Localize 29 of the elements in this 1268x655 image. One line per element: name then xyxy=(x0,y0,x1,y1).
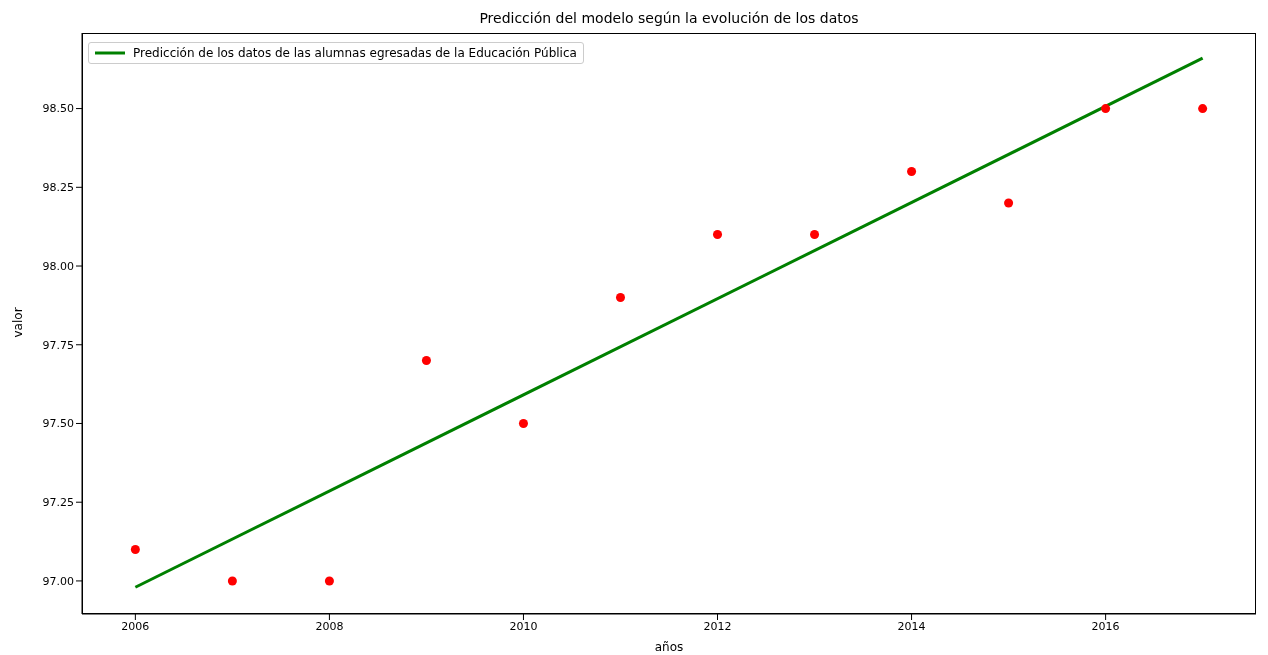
legend-label: Predicción de los datos de las alumnas egresadas de la Educación Pública xyxy=(133,46,577,60)
point xyxy=(1198,104,1208,114)
point xyxy=(810,230,820,240)
x-tick-label: 2006 xyxy=(121,619,150,633)
y-tick-label: 97.75 xyxy=(42,338,74,352)
x-tick-label: 2014 xyxy=(897,619,926,633)
point xyxy=(130,544,140,554)
point xyxy=(907,167,917,177)
point xyxy=(421,356,431,366)
point xyxy=(227,576,237,586)
y-axis-title: valor xyxy=(11,307,26,338)
y-tick-label: 98.50 xyxy=(42,102,74,116)
point xyxy=(324,576,334,586)
x-tick-label: 2016 xyxy=(1091,619,1120,633)
point xyxy=(1004,198,1014,208)
point xyxy=(1101,104,1111,114)
y-tick-label: 98.00 xyxy=(42,259,74,273)
y-tick-label: 97.00 xyxy=(42,574,74,588)
x-tick-label: 2010 xyxy=(509,619,538,633)
x-tick-label: 2008 xyxy=(315,619,344,633)
point xyxy=(518,418,528,428)
x-tick-label: 2012 xyxy=(703,619,732,633)
y-tick-label: 97.25 xyxy=(42,496,74,510)
x-axis-title: años xyxy=(654,640,684,654)
y-tick-label: 98.25 xyxy=(42,181,74,195)
point xyxy=(615,293,625,303)
y-tick-label: 97.50 xyxy=(42,417,74,431)
chart-title: Predicción del modelo según la evolución de los datos xyxy=(478,10,860,26)
point xyxy=(713,230,723,240)
